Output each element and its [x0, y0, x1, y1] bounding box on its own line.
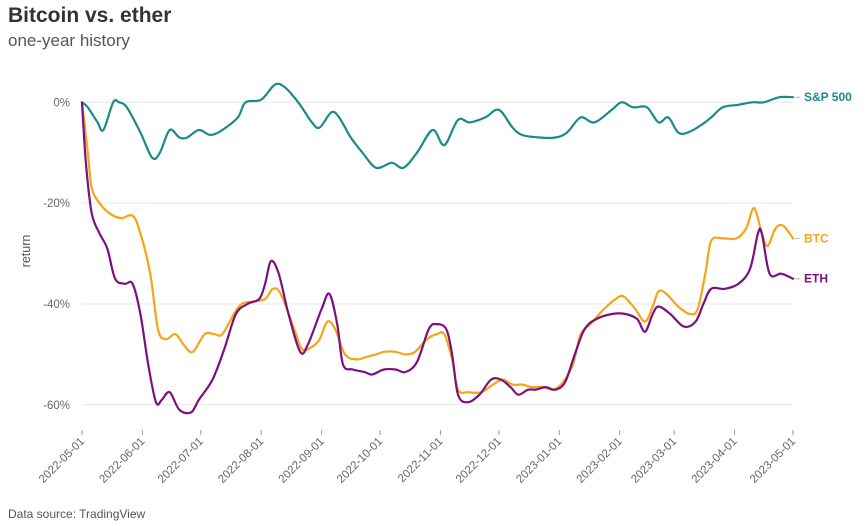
- series-lines: [80, 82, 795, 415]
- y-tick-label: 0%: [53, 97, 70, 109]
- x-tick-label: 2023-02-01: [575, 436, 625, 486]
- series-line-btc: [80, 101, 795, 394]
- x-tick-label: 2022-08-01: [216, 436, 266, 486]
- x-axis-ticks: 2022-05-01 2022-06-01 2022-07-01 2022-08-01…: [37, 430, 798, 486]
- x-tick-label: 2023-05-01: [748, 436, 798, 486]
- x-tick-label: 2022-11-01: [396, 436, 445, 485]
- x-tick-label: 2023-01-01: [514, 436, 564, 486]
- series-line-s-p-500: [80, 82, 795, 170]
- chart-title: Bitcoin vs. ether: [8, 4, 172, 27]
- series-label-eth: ETH: [804, 272, 828, 286]
- x-tick-label: 2022-12-01: [454, 436, 504, 486]
- y-tick-label: -40%: [43, 299, 70, 311]
- y-tick-label: -60%: [43, 400, 70, 412]
- data-source-note: Data source: TradingView: [8, 507, 146, 521]
- x-tick-label: 2023-03-01: [629, 436, 679, 486]
- y-axis-ticks: 0% -20% -40% -60%: [43, 97, 70, 412]
- x-tick-label: 2022-06-01: [97, 436, 147, 486]
- x-tick-label: 2022-07-01: [156, 436, 206, 486]
- x-tick-label: 2022-05-01: [37, 436, 87, 486]
- y-axis-label: return: [19, 235, 33, 268]
- x-tick-label: 2022-10-01: [335, 436, 385, 486]
- series-label-btc: BTC: [804, 231, 829, 245]
- x-tick-label: 2023-04-01: [690, 436, 740, 486]
- series-labels: S&P 500 BTC ETH: [795, 90, 852, 286]
- series-line-eth: [80, 101, 795, 415]
- series-label-s-p-500: S&P 500: [804, 90, 852, 104]
- y-tick-label: -20%: [43, 198, 70, 210]
- chart-subtitle: one-year history: [8, 31, 130, 50]
- x-tick-label: 2022-09-01: [277, 436, 327, 486]
- gridlines: [82, 101, 793, 406]
